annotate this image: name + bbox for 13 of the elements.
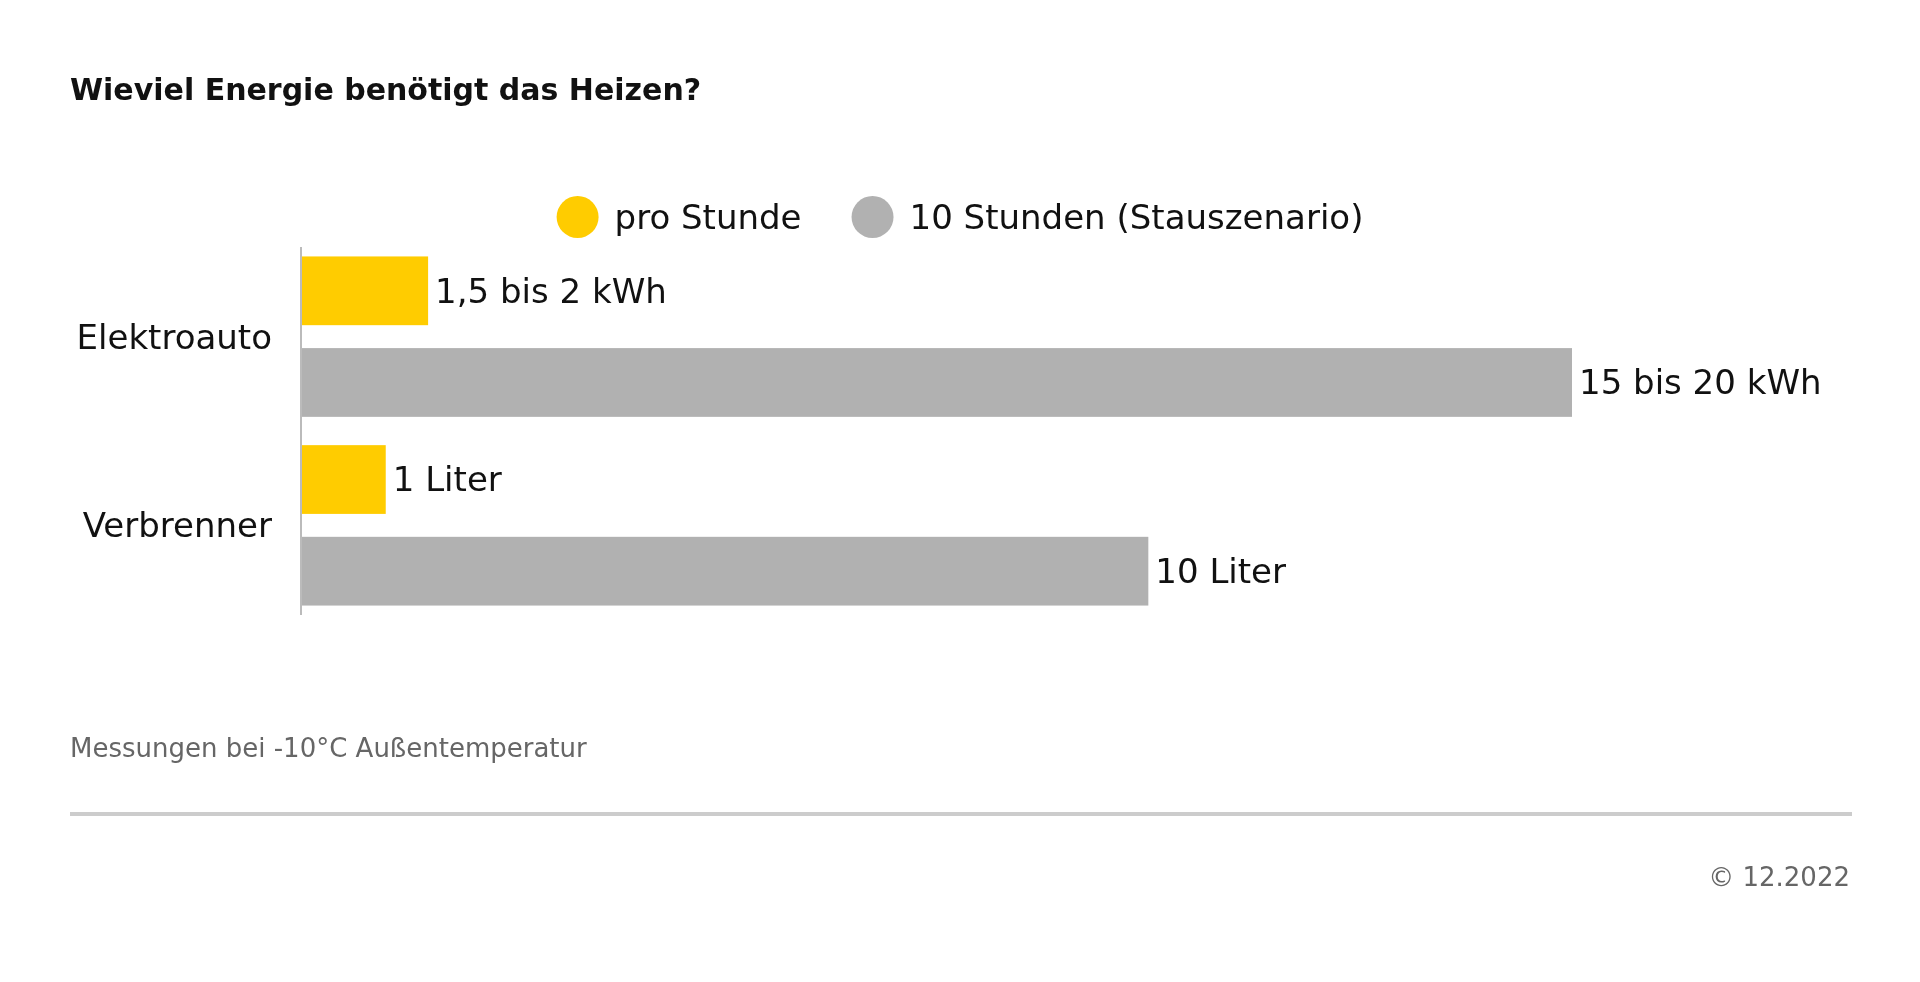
- bar: [301, 445, 386, 514]
- bar: [301, 256, 429, 326]
- y-tick-label: Elektroauto: [76, 316, 272, 357]
- legend-label: pro Stunde: [614, 196, 802, 237]
- y-tick-label: Verbrenner: [82, 505, 273, 546]
- data-label: 1 Liter: [392, 459, 502, 500]
- data-label: 10 Liter: [1155, 551, 1287, 592]
- text: Messungen bei -10°C Außentemperatur: [70, 733, 588, 763]
- chart-title: Wieviel Energie benötigt das Heizen?: [70, 72, 702, 107]
- data-label: 1,5 bis 2 kWh: [435, 270, 667, 311]
- legend-label: 10 Stunden (Stauszenario): [909, 196, 1364, 237]
- text: © 12.2022: [1708, 862, 1850, 892]
- data-label: 15 bis 20 kWh: [1579, 362, 1822, 403]
